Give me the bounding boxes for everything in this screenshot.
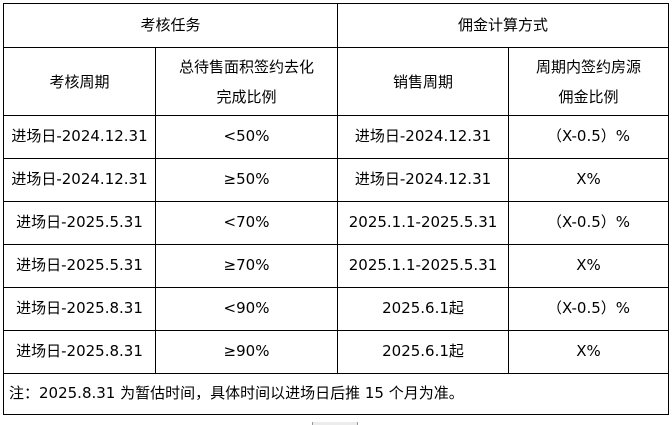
commission-table: 考核任务 佣金计算方式 考核周期 总待售面积签约去化 完成比例 销售周期 周期内… — [2, 3, 670, 415]
cell-assessment-period: 进场日-2024.12.31 — [3, 158, 156, 202]
cell-sales-period: 2025.1.1-2025.5.31 — [337, 244, 510, 288]
cell-commission-rate: （X-0.5）% — [508, 287, 670, 331]
cell-sales-period: 2025.6.1起 — [337, 330, 510, 374]
column-header-commission-rate: 周期内签约房源 佣金比例 — [508, 47, 670, 116]
column-header-assessment-period: 考核周期 — [3, 47, 156, 116]
cell-assessment-period: 进场日-2025.5.31 — [3, 244, 156, 288]
cell-assessment-period: 进场日-2025.5.31 — [3, 201, 156, 245]
table-row: 进场日-2024.12.31 <50% 进场日-2024.12.31 （X-0.… — [3, 115, 670, 159]
table-row: 进场日-2025.8.31 ≥90% 2025.6.1起 X% — [3, 330, 670, 374]
table-row: 进场日-2025.8.31 <90% 2025.6.1起 （X-0.5）% — [3, 287, 670, 331]
table-note-row: 注：2025.8.31 为暂估时间，具体时间以进场日后推 15 个月为准。 — [2, 373, 670, 415]
cell-sales-period: 进场日-2024.12.31 — [337, 158, 510, 202]
table-group-header-row: 考核任务 佣金计算方式 — [2, 3, 670, 48]
cell-assessment-period: 进场日-2025.8.31 — [3, 330, 156, 374]
column-header-label: 考核周期 — [49, 72, 110, 91]
cell-completion-ratio: <90% — [154, 287, 339, 331]
cell-commission-rate: X% — [508, 244, 670, 288]
cell-sales-period: 2025.6.1起 — [337, 287, 510, 331]
column-header-label-line1: 周期内签约房源 — [536, 57, 642, 76]
column-header-label-line2: 佣金比例 — [558, 87, 619, 106]
cell-completion-ratio: <70% — [154, 201, 339, 245]
footnote-text: 注：2025.8.31 为暂估时间，具体时间以进场日后推 15 个月为准。 — [2, 373, 670, 415]
cell-completion-ratio: ≥70% — [154, 244, 339, 288]
cell-sales-period: 2025.1.1-2025.5.31 — [337, 201, 510, 245]
cell-commission-rate: X% — [508, 330, 670, 374]
column-header-completion-ratio: 总待售面积签约去化 完成比例 — [154, 47, 339, 116]
column-header-label-line1: 总待售面积签约去化 — [179, 57, 315, 76]
cell-commission-rate: （X-0.5）% — [508, 201, 670, 245]
cell-commission-rate: X% — [508, 158, 670, 202]
table-row: 进场日-2025.5.31 <70% 2025.1.1-2025.5.31 （X… — [3, 201, 670, 245]
bottom-edge-artifact — [312, 422, 358, 425]
group-header-commission-method: 佣金计算方式 — [337, 3, 670, 48]
cell-completion-ratio: ≥90% — [154, 330, 339, 374]
table-row: 进场日-2025.5.31 ≥70% 2025.1.1-2025.5.31 X% — [3, 244, 670, 288]
table-row: 进场日-2024.12.31 ≥50% 进场日-2024.12.31 X% — [3, 158, 670, 202]
cell-assessment-period: 进场日-2024.12.31 — [3, 115, 156, 159]
column-header-sales-period: 销售周期 — [337, 47, 510, 116]
column-header-label: 销售周期 — [393, 72, 454, 91]
cell-commission-rate: （X-0.5）% — [508, 115, 670, 159]
column-header-label-line2: 完成比例 — [216, 87, 277, 106]
cell-assessment-period: 进场日-2025.8.31 — [3, 287, 156, 331]
group-header-assessment-task: 考核任务 — [2, 3, 339, 48]
table-column-header-row: 考核周期 总待售面积签约去化 完成比例 销售周期 周期内签约房源 佣金比例 — [3, 47, 670, 116]
cell-completion-ratio: ≥50% — [154, 158, 339, 202]
cell-sales-period: 进场日-2024.12.31 — [337, 115, 510, 159]
cell-completion-ratio: <50% — [154, 115, 339, 159]
